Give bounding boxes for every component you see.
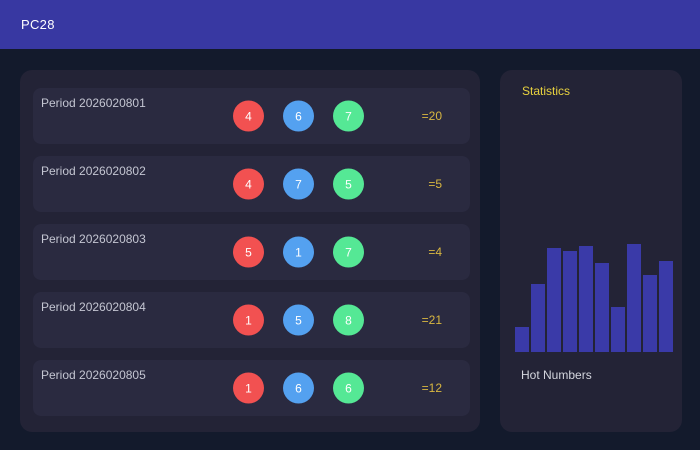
result-ball: 7: [333, 236, 364, 268]
sum-label: =21: [421, 313, 442, 327]
result-ball: 1: [233, 304, 264, 336]
sum-label: =20: [421, 109, 442, 123]
chart-bar: [531, 284, 545, 352]
stats-chart: [515, 242, 673, 352]
chart-bar: [627, 244, 641, 352]
chart-bar: [563, 251, 577, 352]
result-ball: 4: [233, 168, 264, 200]
result-ball: 1: [233, 372, 264, 404]
results-list: Period 2026020801 4 6 7 =20 Period 20260…: [33, 88, 470, 428]
chart-bar: [547, 248, 561, 352]
period-label: Period 2026020802: [41, 164, 146, 178]
balls-group: 4 7 5: [233, 168, 364, 200]
stats-title: Statistics: [522, 84, 571, 98]
result-ball: 1: [283, 236, 314, 268]
sum-label: =5: [428, 177, 442, 191]
app-header: PC28: [0, 0, 700, 49]
result-ball: 7: [333, 100, 364, 132]
chart-bar: [595, 263, 609, 352]
result-row: Period 2026020805 1 6 6 =12: [33, 360, 470, 416]
result-ball: 6: [333, 372, 364, 404]
stats-panel: Statistics Hot Numbers: [500, 70, 682, 432]
period-label: Period 2026020801: [41, 96, 146, 110]
result-row: Period 2026020803 5 1 7 =4: [33, 224, 470, 280]
result-ball: 5: [333, 168, 364, 200]
balls-group: 5 1 7: [233, 236, 364, 268]
stats-footer-label: Hot Numbers: [521, 368, 592, 382]
period-label: Period 2026020805: [41, 368, 146, 382]
chart-bar: [611, 307, 625, 352]
chart-bar: [579, 246, 593, 352]
result-ball: 4: [233, 100, 264, 132]
result-row: Period 2026020804 1 5 8 =21: [33, 292, 470, 348]
period-label: Period 2026020803: [41, 232, 146, 246]
balls-group: 1 6 6: [233, 372, 364, 404]
result-ball: 7: [283, 168, 314, 200]
result-ball: 6: [283, 100, 314, 132]
result-row: Period 2026020801 4 6 7 =20: [33, 88, 470, 144]
result-ball: 8: [333, 304, 364, 336]
result-ball: 5: [283, 304, 314, 336]
result-ball: 5: [233, 236, 264, 268]
balls-group: 1 5 8: [233, 304, 364, 336]
app-title: PC28: [21, 17, 55, 32]
chart-bar: [643, 275, 657, 352]
result-row: Period 2026020802 4 7 5 =5: [33, 156, 470, 212]
balls-group: 4 6 7: [233, 100, 364, 132]
result-ball: 6: [283, 372, 314, 404]
results-panel: Period 2026020801 4 6 7 =20 Period 20260…: [20, 70, 480, 432]
sum-label: =12: [421, 381, 442, 395]
chart-bar: [659, 261, 673, 352]
sum-label: =4: [428, 245, 442, 259]
chart-bar: [515, 327, 529, 352]
period-label: Period 2026020804: [41, 300, 146, 314]
